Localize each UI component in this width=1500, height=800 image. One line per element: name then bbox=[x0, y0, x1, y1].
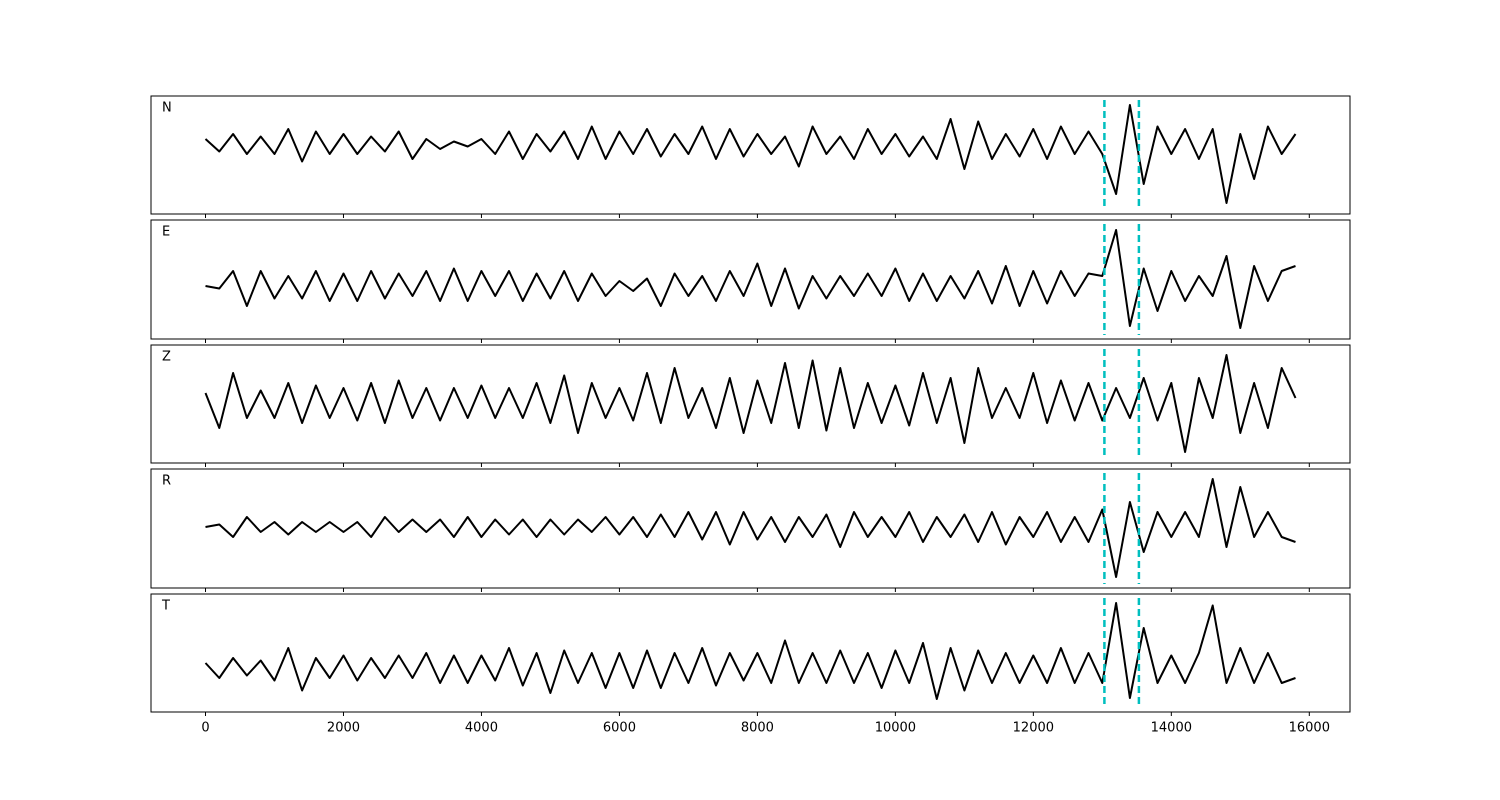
panel-frame bbox=[150, 219, 1351, 340]
trace bbox=[205, 229, 1296, 329]
panel-label: R bbox=[162, 474, 171, 489]
panel-label: Z bbox=[162, 350, 171, 365]
trace bbox=[204, 602, 1296, 700]
x-tick-label: 16000 bbox=[1289, 721, 1330, 736]
panel-label: E bbox=[162, 225, 170, 240]
panel-frame bbox=[150, 344, 1351, 464]
x-tick-label: 6000 bbox=[603, 721, 636, 736]
panel-label: T bbox=[161, 599, 170, 614]
x-tick-label: 4000 bbox=[465, 721, 498, 736]
trace bbox=[204, 354, 1297, 453]
panel-frame bbox=[150, 468, 1351, 589]
x-tick-label: 8000 bbox=[741, 721, 774, 736]
x-tick-label: 14000 bbox=[1151, 721, 1192, 736]
panel-frame bbox=[150, 95, 1351, 215]
x-tick-label: 2000 bbox=[327, 721, 360, 736]
trace bbox=[204, 104, 1297, 204]
x-tick-label: 10000 bbox=[875, 721, 916, 736]
x-tick-label: 12000 bbox=[1013, 721, 1054, 736]
x-tick-label: 0 bbox=[201, 721, 209, 736]
panel-frame bbox=[150, 593, 1351, 713]
panel-label: N bbox=[162, 101, 172, 116]
trace bbox=[205, 478, 1296, 578]
